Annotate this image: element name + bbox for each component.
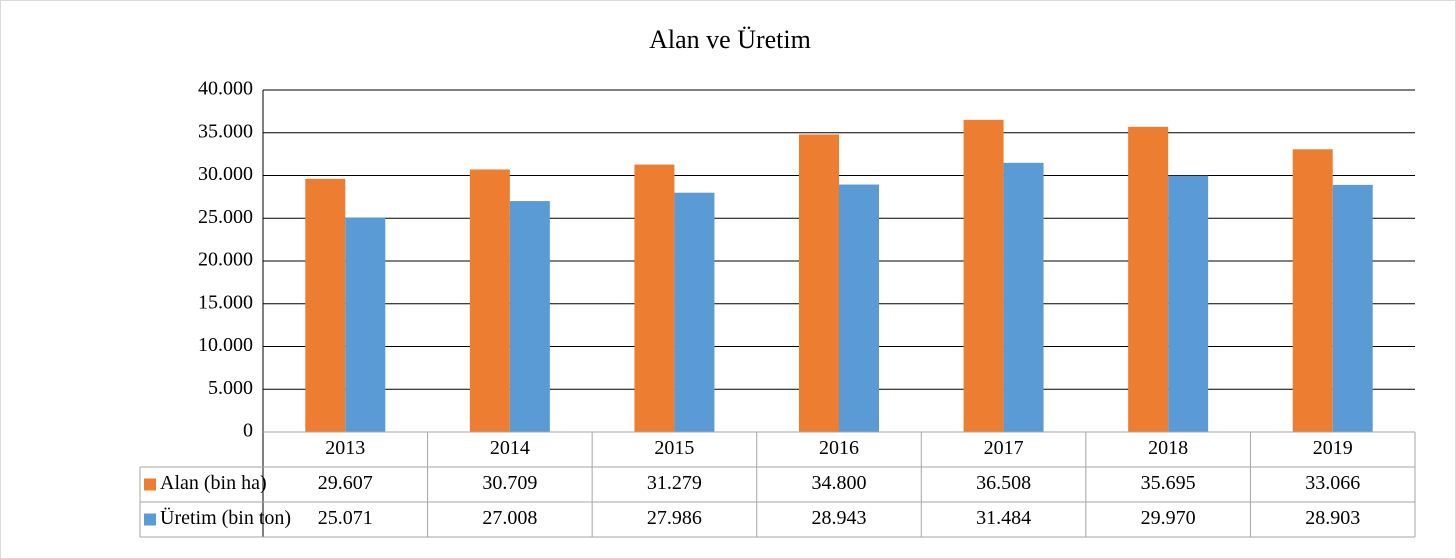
x-tick-label: 2017 <box>984 437 1024 459</box>
y-tick-label: 0 <box>243 420 253 442</box>
table-value: 30.709 <box>482 472 537 494</box>
table-value: 34.800 <box>812 472 867 494</box>
bar <box>799 134 839 432</box>
bar <box>345 217 386 432</box>
table-value: 36.508 <box>976 472 1031 494</box>
legend-label: Üretim (bin ton) <box>160 506 291 529</box>
bar <box>469 169 510 432</box>
bar <box>509 201 550 432</box>
legend-swatch <box>144 513 156 526</box>
y-tick-label: 15.000 <box>198 291 253 313</box>
y-tick-label: 5.000 <box>208 377 253 399</box>
bar <box>1292 149 1333 432</box>
bar <box>634 164 675 432</box>
table-value: 29.970 <box>1141 507 1196 529</box>
bar <box>1003 162 1044 432</box>
legend-swatch <box>144 478 156 491</box>
y-tick-label: 20.000 <box>198 249 253 271</box>
x-tick-label: 2016 <box>819 437 859 459</box>
y-tick-label: 40.000 <box>198 78 253 100</box>
table-value: 28.943 <box>812 507 867 529</box>
legend-label: Alan (bin ha) <box>160 472 267 494</box>
bar <box>963 119 1004 432</box>
y-tick-label: 10.000 <box>198 334 253 356</box>
table-value: 28.903 <box>1305 507 1360 529</box>
x-tick-label: 2015 <box>654 437 694 459</box>
y-tick-label: 35.000 <box>198 120 253 142</box>
table-value: 31.484 <box>976 507 1031 529</box>
bar <box>839 184 879 432</box>
bar <box>674 192 715 432</box>
bar <box>305 178 346 432</box>
chart-title: Alan ve Üretim <box>649 25 811 54</box>
table-value: 27.986 <box>647 507 702 529</box>
x-tick-label: 2018 <box>1148 437 1188 459</box>
bar <box>1332 184 1373 432</box>
table-value: 29.607 <box>318 472 373 494</box>
table-value: 33.066 <box>1305 472 1360 494</box>
table-value: 35.695 <box>1141 472 1196 494</box>
x-tick-label: 2013 <box>325 437 365 459</box>
table-value: 25.071 <box>318 507 373 529</box>
x-tick-label: 2014 <box>490 437 530 459</box>
table-value: 27.008 <box>482 507 537 529</box>
bar <box>1128 126 1169 433</box>
bar <box>1168 175 1209 432</box>
y-tick-label: 25.000 <box>198 206 253 228</box>
x-tick-label: 2019 <box>1313 437 1353 459</box>
y-tick-label: 30.000 <box>198 163 253 185</box>
table-value: 31.279 <box>647 472 702 494</box>
